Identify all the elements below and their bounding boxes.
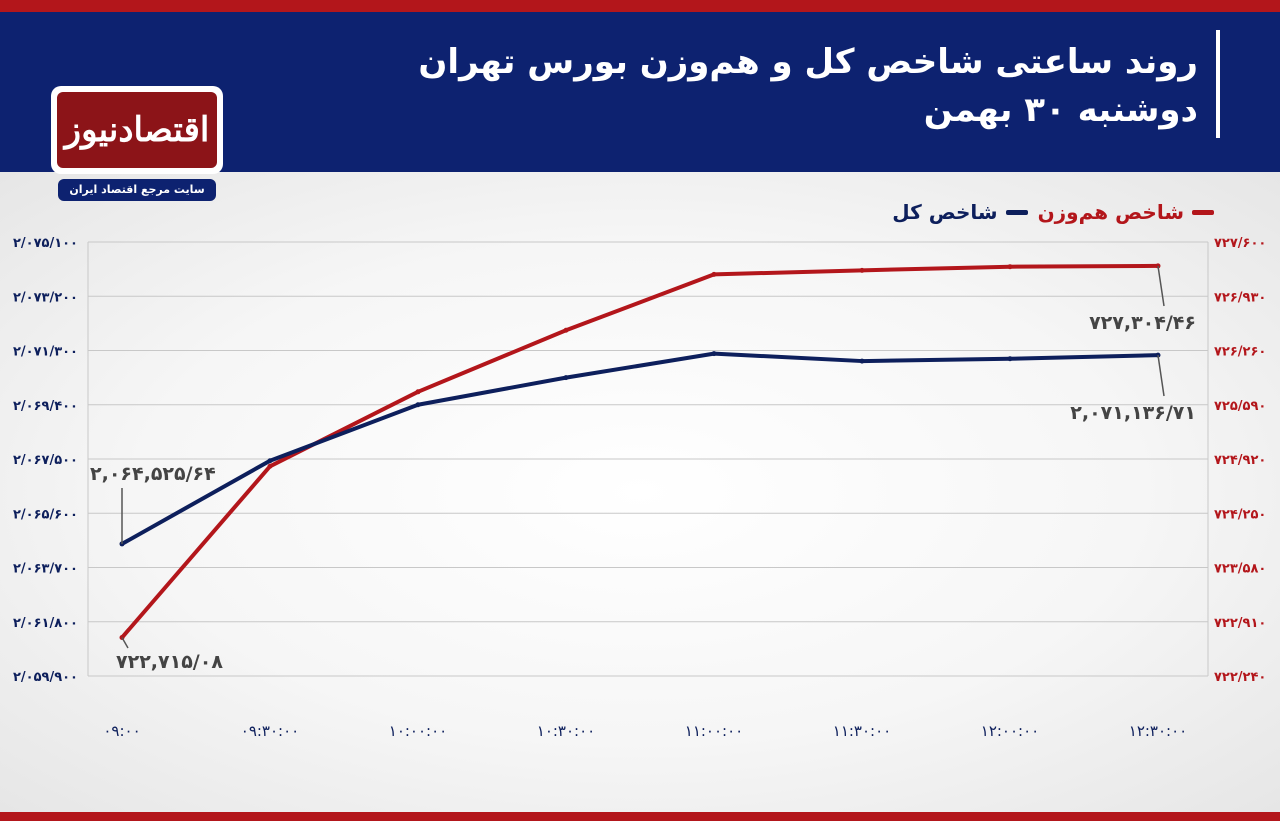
y-right-tick-label: ۷۲۲/۲۴۰ — [1214, 670, 1266, 685]
x-tick-label: ۰۹:۰۰ — [103, 722, 140, 740]
data-point-total — [859, 358, 865, 364]
page-title: روند ساعتی شاخص کل و هم‌وزن بورس تهران — [418, 42, 1198, 82]
page-subtitle-date: دوشنبه ۳۰ بهمن — [923, 90, 1198, 130]
y-left-tick-label: ۲/۰۵۹/۹۰۰ — [13, 670, 78, 685]
top-accent-strip — [0, 0, 1280, 12]
y-right-tick-label: ۷۲۷/۶۰۰ — [1214, 236, 1266, 251]
y-right-tick-label: ۷۲۵/۵۹۰ — [1214, 399, 1266, 414]
y-right-tick-label: ۷۲۶/۲۶۰ — [1214, 345, 1266, 360]
y-right-tick-label: ۷۲۴/۲۵۰ — [1214, 507, 1266, 522]
y-left-tick-label: ۲/۰۷۳/۲۰۰ — [13, 290, 78, 305]
data-point-equal-weight — [1007, 264, 1013, 270]
bottom-accent-strip — [0, 812, 1280, 821]
x-tick-label: ۱۱:۳۰:۰۰ — [833, 722, 891, 740]
data-point-equal-weight — [711, 271, 717, 277]
y-right-tick-label: ۷۲۶/۹۳۰ — [1214, 290, 1266, 305]
y-left-tick-label: ۲/۰۶۱/۸۰۰ — [13, 616, 78, 631]
legend-label-total: شاخص کل — [892, 200, 998, 224]
y-right-tick-label: ۷۲۴/۹۲۰ — [1214, 453, 1266, 468]
x-tick-label: ۱۰:۳۰:۰۰ — [537, 722, 595, 740]
x-tick-label: ۱۱:۰۰:۰۰ — [685, 722, 743, 740]
series-line-equal-weight — [120, 263, 1160, 640]
legend-swatch-total — [1005, 209, 1028, 215]
legend-label-equal-weight: شاخص هم‌وزن — [1037, 200, 1184, 224]
chart-legend: شاخص هم‌وزن شاخص کل — [892, 200, 1214, 224]
series-line-total — [120, 351, 1160, 546]
data-point-total — [415, 402, 421, 408]
data-point-equal-weight — [267, 463, 273, 469]
data-label-total-end: ۲,۰۷۱,۱۳۶/۷۱ — [1070, 402, 1196, 424]
data-point-equal-weight — [415, 389, 421, 395]
data-label-total-end-leader — [1157, 355, 1165, 397]
data-label-equal-weight-start-leader — [121, 637, 129, 649]
y-left-tick-label: ۲/۰۶۳/۷۰۰ — [13, 562, 78, 577]
data-point-total — [267, 458, 273, 464]
data-label-total-start: ۲,۰۶۴,۵۲۵/۶۴ — [90, 463, 216, 485]
logo: اقتصادنیوز — [51, 86, 223, 174]
data-label-equal-weight-start: ۷۲۲,۷۱۵/۰۸ — [116, 651, 223, 673]
x-tick-label: ۱۲:۰۰:۰۰ — [981, 722, 1039, 740]
y-left-tick-label: ۲/۰۶۹/۴۰۰ — [13, 399, 78, 414]
x-tick-label: ۱۰:۰۰:۰۰ — [389, 722, 447, 740]
legend-item-total: شاخص کل — [892, 200, 1028, 224]
y-left-tick-label: ۲/۰۷۵/۱۰۰ — [13, 236, 78, 251]
legend-item-equal-weight: شاخص هم‌وزن — [1038, 200, 1214, 224]
data-point-total — [711, 351, 717, 357]
title-divider — [1216, 30, 1220, 138]
data-point-equal-weight — [563, 327, 569, 333]
data-point-total — [563, 375, 569, 381]
logo-wordmark: اقتصادنیوز — [57, 92, 217, 168]
data-point-total — [1007, 356, 1013, 362]
logo-tagline: سایت مرجع اقتصاد ایران — [58, 179, 216, 201]
legend-swatch-equal-weight — [1192, 209, 1214, 215]
y-left-tick-label: ۲/۰۶۵/۶۰۰ — [13, 507, 78, 522]
y-right-tick-label: ۷۲۲/۹۱۰ — [1214, 616, 1266, 631]
y-left-tick-label: ۲/۰۷۱/۳۰۰ — [13, 345, 78, 360]
data-point-equal-weight — [859, 267, 865, 273]
y-left-tick-label: ۲/۰۶۷/۵۰۰ — [13, 453, 78, 468]
y-right-tick-label: ۷۲۳/۵۸۰ — [1214, 562, 1266, 577]
data-label-equal-weight-end: ۷۲۷,۳۰۴/۴۶ — [1089, 312, 1196, 334]
x-tick-label: ۱۲:۳۰:۰۰ — [1129, 722, 1187, 740]
x-tick-label: ۰۹:۳۰:۰۰ — [241, 722, 299, 740]
data-label-equal-weight-end-leader — [1157, 265, 1165, 307]
